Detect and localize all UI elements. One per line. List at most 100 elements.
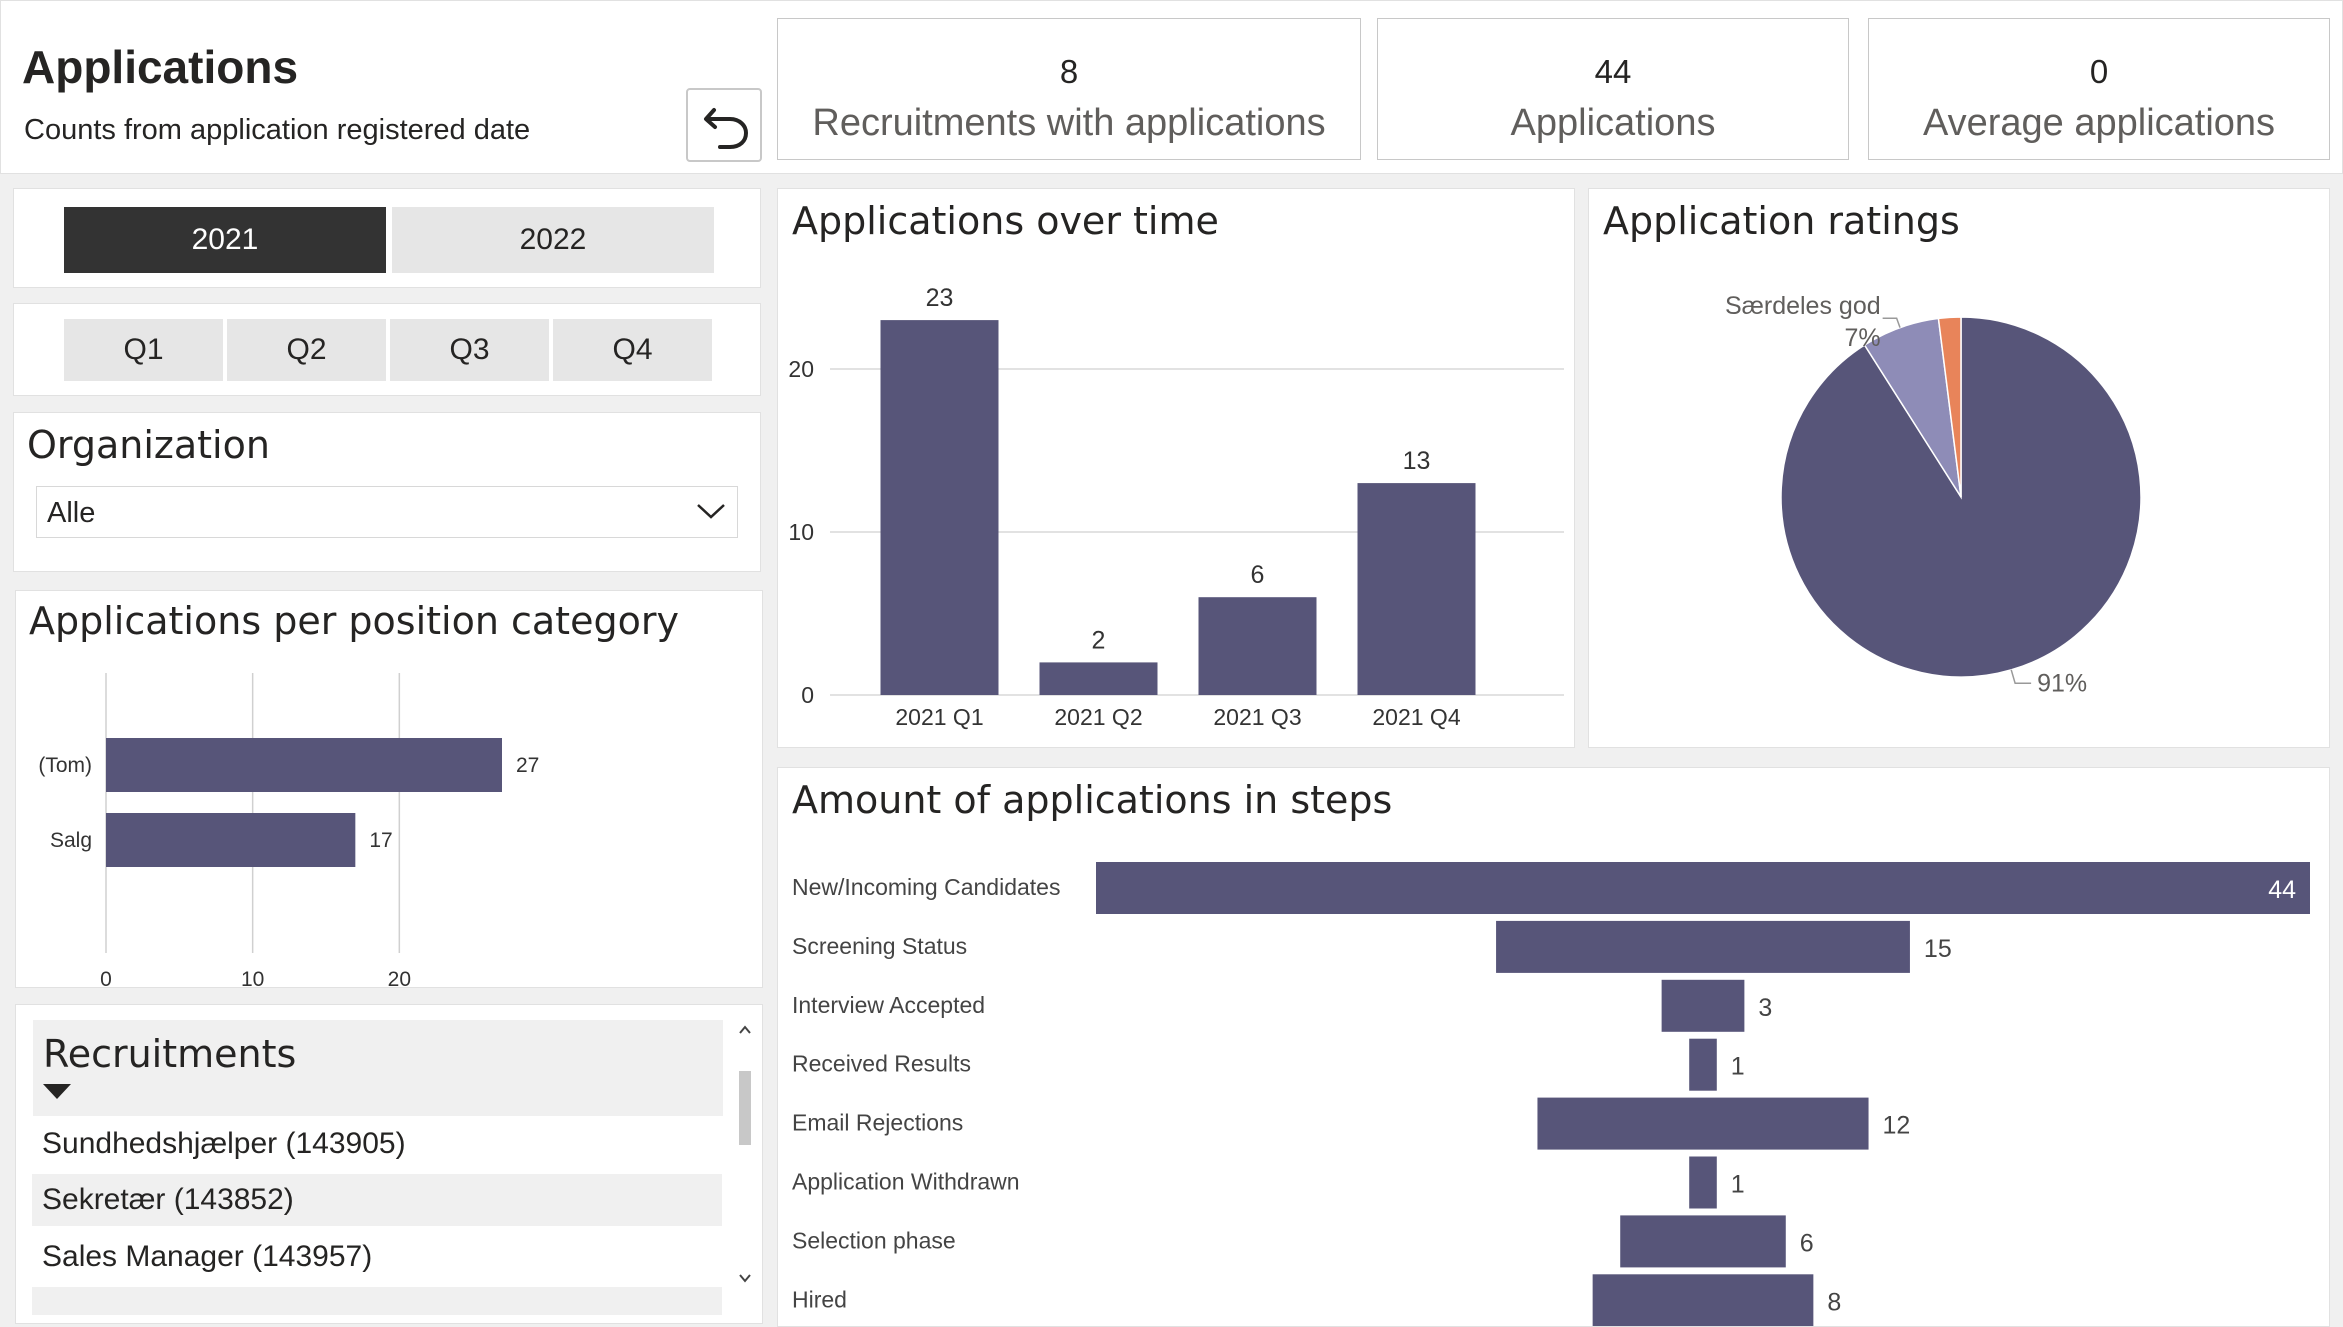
data-label: 15	[1924, 935, 1952, 963]
position-category-chart: 0 10 20 (Tom) 27 Salg 17	[38, 673, 539, 987]
chevron-up-icon[interactable]	[736, 1021, 754, 1039]
data-label: 8	[1827, 1288, 1841, 1316]
kpi-label: Applications	[1510, 102, 1716, 144]
organization-selected-value: Alle	[47, 497, 96, 529]
header-card: Applications Counts from application reg…	[0, 0, 2343, 174]
data-label: 13	[1403, 447, 1431, 475]
x-tick-label: 20	[388, 968, 411, 987]
applications-in-steps-chart: New/Incoming Candidates 44 Screening Statu…	[792, 862, 2310, 1326]
step-label: Hired	[792, 1286, 847, 1312]
category-label: Salg	[50, 829, 92, 852]
y-tick-label: 0	[801, 682, 814, 708]
page-title: Applications	[22, 41, 299, 93]
year-option-2021[interactable]: 2021	[64, 207, 386, 273]
funnel-bar	[1689, 1038, 1717, 1091]
applications-over-time-chart: 0 10 20 23 2021 Q1 2 2021 Q2 6 2021 Q3 13 2021 Q4	[788, 284, 1564, 730]
recruitment-item[interactable]: Sekretær (143852)	[32, 1174, 722, 1226]
applications-in-steps-title: Amount of applications in steps	[792, 778, 1393, 822]
recruitments-header[interactable]: Recruitments	[33, 1020, 723, 1116]
quarter-option-q2[interactable]: Q2	[227, 319, 386, 381]
data-label: 91%	[2037, 669, 2087, 697]
step-label: Application Withdrawn	[792, 1169, 1020, 1195]
recruitments-title: Recruitments	[43, 1032, 297, 1076]
y-tick-label: 20	[788, 356, 814, 382]
organization-title: Organization	[27, 423, 270, 467]
step-label: Email Rejections	[792, 1110, 963, 1136]
application-ratings-chart: 91% Særdeles god 7%	[1725, 292, 2142, 697]
data-label: 6	[1800, 1229, 1814, 1257]
quarter-option-q3[interactable]: Q3	[390, 319, 549, 381]
quarter-option-q4[interactable]: Q4	[553, 319, 712, 381]
data-label: 3	[1758, 994, 1772, 1022]
applications-in-steps-card: Amount of applications in steps New/Inco…	[777, 767, 2330, 1327]
kpi-applications: 44 Applications	[1377, 18, 1849, 160]
position-category-title: Applications per position category	[29, 599, 679, 643]
data-label: 7%	[1844, 324, 1880, 352]
recruitment-item[interactable]: Sundhedshjælper (143905)	[42, 1127, 406, 1160]
step-label: Selection phase	[792, 1227, 956, 1253]
data-label: 1	[1731, 1171, 1745, 1199]
bar	[106, 813, 356, 867]
pie-slice	[1937, 316, 1962, 498]
step-label: Screening Status	[792, 933, 967, 959]
applications-over-time-card: Applications over time 0 10 20 23 2021 Q1 2 20…	[777, 188, 1575, 748]
x-tick-label: 2021 Q2	[1054, 704, 1142, 730]
kpi-label: Recruitments with applications	[812, 102, 1326, 144]
data-label: 44	[2268, 876, 2296, 904]
kpi-label: Average applications	[1922, 102, 2276, 144]
x-tick-label: 0	[100, 968, 112, 987]
chevron-down-icon[interactable]	[736, 1269, 754, 1287]
kpi-average: 0 Average applications	[1868, 18, 2330, 160]
recruitment-item-partial[interactable]	[32, 1287, 722, 1315]
applications-over-time-title: Applications over time	[792, 199, 1219, 243]
funnel-bar	[1620, 1215, 1786, 1268]
x-tick-label: 10	[241, 968, 264, 987]
data-label: 12	[1883, 1112, 1911, 1140]
leader-line	[2010, 669, 2032, 685]
x-tick-label: 2021 Q1	[895, 704, 983, 730]
x-tick-label: 2021 Q3	[1213, 704, 1301, 730]
organization-dropdown[interactable]: Alle	[36, 486, 738, 538]
recruitments-card: Recruitments	[15, 1004, 763, 1324]
year-slicer: 2021 2022	[13, 188, 761, 288]
undo-arrow-icon	[704, 108, 749, 149]
data-label: 6	[1251, 561, 1265, 589]
y-tick-label: 10	[788, 519, 814, 545]
year-option-2022[interactable]: 2022	[392, 207, 714, 273]
reset-button[interactable]	[686, 88, 762, 162]
bar	[106, 738, 502, 792]
category-label: (Tom)	[38, 754, 92, 777]
quarter-option-q1[interactable]: Q1	[64, 319, 223, 381]
bar	[1357, 483, 1476, 695]
bar	[1198, 597, 1317, 695]
data-label: 23	[926, 284, 954, 312]
data-label: 2	[1092, 626, 1106, 654]
caret-down-icon	[43, 1084, 71, 1099]
step-label: Received Results	[792, 1051, 971, 1077]
category-label: Særdeles god	[1725, 292, 1881, 320]
recruitment-item[interactable]: Sales Manager (143957)	[42, 1240, 373, 1273]
data-label: 17	[369, 829, 392, 852]
page-subtitle: Counts from application registered date	[24, 114, 531, 146]
data-label: 1	[1731, 1053, 1745, 1081]
funnel-bar	[1661, 979, 1745, 1032]
application-ratings-title: Application ratings	[1603, 199, 1960, 243]
kpi-value: 0	[2089, 53, 2109, 90]
step-label: Interview Accepted	[792, 992, 985, 1018]
x-tick-label: 2021 Q4	[1372, 704, 1460, 730]
step-label: New/Incoming Candidates	[792, 874, 1060, 900]
leader-line	[1882, 317, 1901, 328]
funnel-bar	[1537, 1097, 1869, 1150]
funnel-bar	[1496, 920, 1910, 973]
position-category-card: Applications per position category 0 10 20…	[15, 590, 763, 988]
application-ratings-card: Application ratings 91% Særdeles god 7%	[1588, 188, 2330, 748]
recruitments-scrollbar[interactable]	[734, 1021, 756, 1301]
data-label: 27	[516, 754, 539, 777]
funnel-bar	[1689, 1156, 1717, 1209]
kpi-value: 44	[1594, 53, 1632, 90]
kpi-recruitments: 8 Recruitments with applications	[777, 18, 1361, 160]
kpi-value: 8	[1059, 53, 1079, 90]
chevron-down-icon	[697, 504, 725, 519]
funnel-bar	[1592, 1274, 1814, 1326]
scrollbar-thumb[interactable]	[739, 1071, 751, 1145]
